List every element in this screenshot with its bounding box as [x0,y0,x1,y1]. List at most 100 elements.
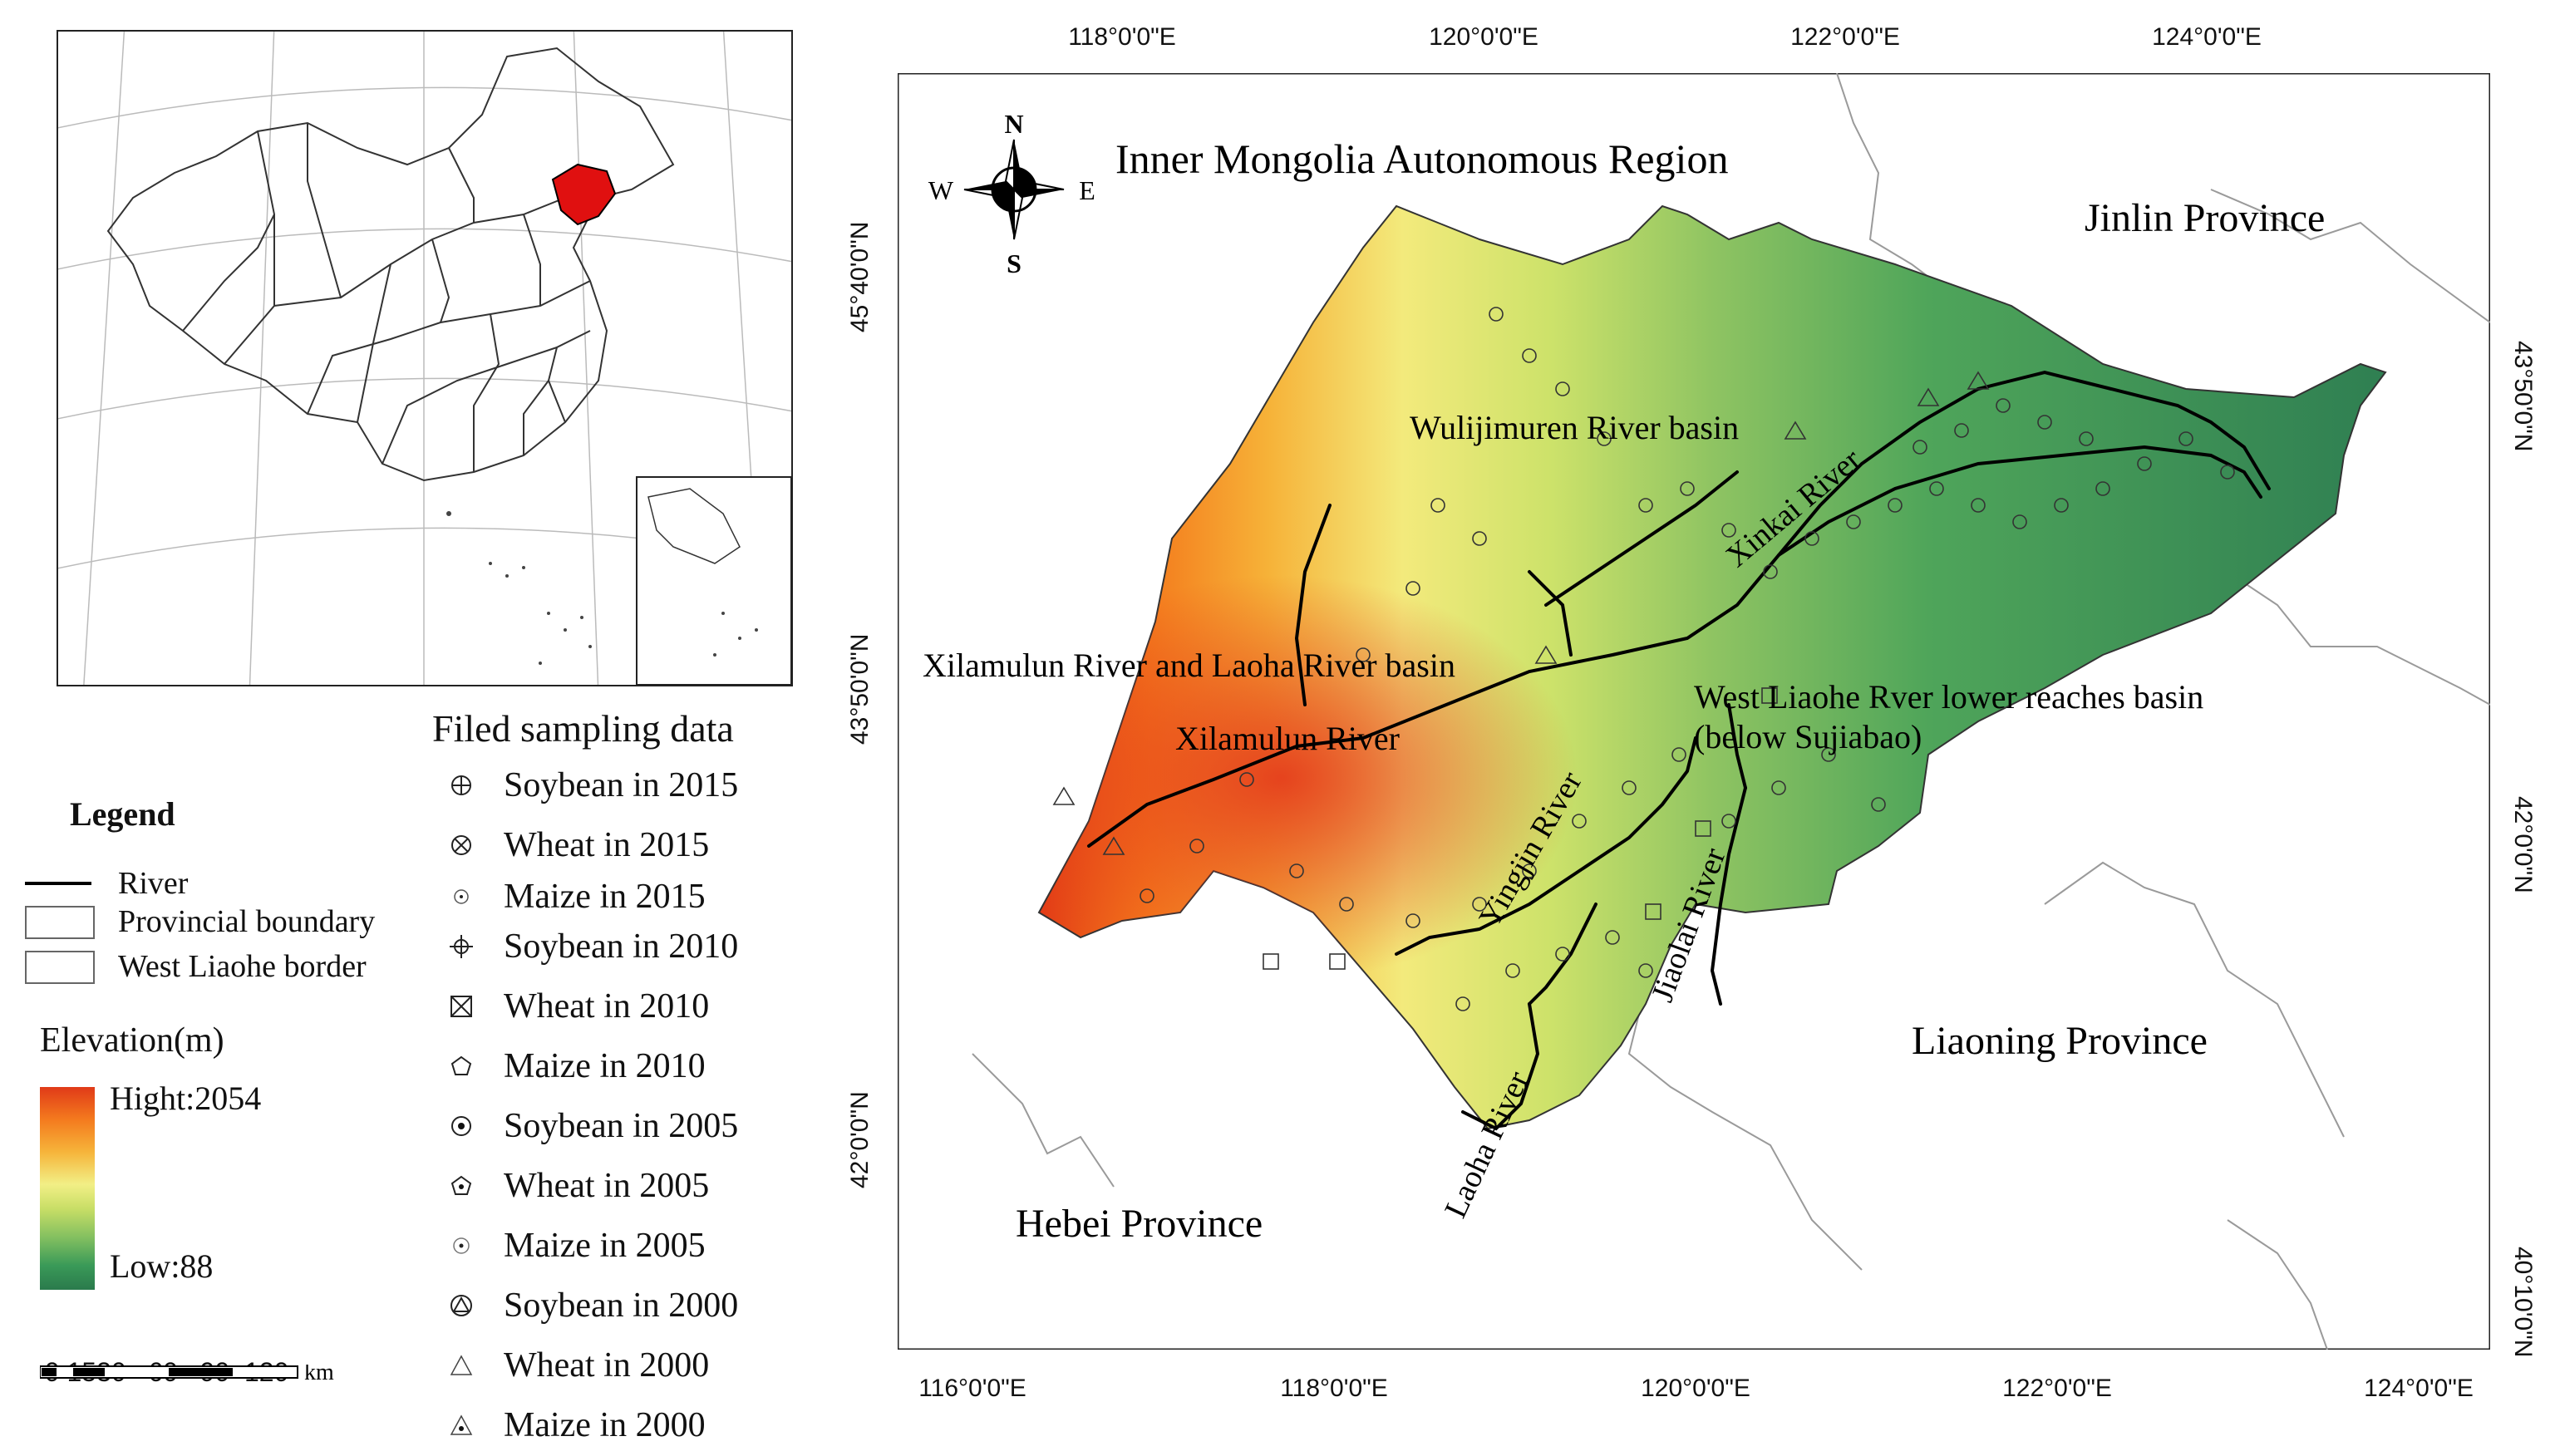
study-area-highlight [551,163,617,226]
compass-s: S [1007,248,1021,278]
sampling-label: Wheat in 2005 [504,1167,710,1205]
elevation-high-label: Hight:2054 [110,1080,262,1117]
sampling-label: Soybean in 2000 [504,1286,739,1325]
tick-bottom: 124°0'0"E [2364,1375,2474,1402]
tick-left: 42°0'0"N [846,1091,874,1188]
scale-bar: km [40,1365,334,1385]
compass-e: E [1079,175,1095,205]
sampling-item: Wheat in 2005 [449,1163,709,1208]
small-circle-dot-icon [453,1237,470,1254]
compass-rose-icon: N S E W [928,109,1095,278]
tick-top: 120°0'0"E [1429,23,1538,51]
tick-right: 42°0'0"N [2509,796,2537,893]
pentagon-dot-icon [450,1175,472,1195]
sampling-item: Maize in 2000 [449,1403,706,1448]
jiaolai-river-line [1710,786,1747,1006]
label-jilin: Jinlin Province [2085,196,2325,240]
southern-highlands-shade [1039,206,2385,1129]
sampling-legend-title: Filed sampling data [432,707,734,750]
compass-w: W [928,175,954,205]
pentagon-icon [450,1055,472,1075]
sampling-item: Maize in 2015 [449,874,706,919]
tick-top: 124°0'0"E [2152,23,2262,51]
sampling-item: Soybean in 2010 [449,924,738,969]
compass-n: N [1004,109,1023,139]
south-sea-inset-frame [636,476,791,685]
elevation-title: Elevation(m) [40,1021,224,1060]
tick-top: 122°0'0"E [1790,23,1900,51]
tick-top: 118°0'0"E [1068,23,1176,51]
sampling-item: Wheat in 2000 [449,1343,709,1388]
laoha-river-line [1461,1002,1540,1131]
tick-left: 43°50'0"N [846,633,874,745]
elevation-color-ramp [40,1087,95,1290]
sampling-label: Maize in 2010 [504,1047,706,1085]
triangle-icon [450,1355,473,1375]
sampling-item: Maize in 2010 [449,1044,706,1089]
tick-bottom: 116°0'0"E [918,1375,1026,1402]
legend-label: River [118,866,189,901]
sampling-item: Wheat in 2010 [449,984,709,1029]
circle-dot-icon [454,889,469,904]
circle-bold-dot-icon [451,1116,471,1136]
provincial-boundary-box-icon [25,906,96,939]
label-xilamulun-river: Xilamulun River [1175,720,1400,757]
main-elevation-map: N S E W Inner Mongolia Autonomous Region… [898,73,2490,1350]
tick-right: 40°10'0"N [2509,1247,2537,1358]
tick-left: 45°40'0"N [846,221,874,332]
sampling-label: Soybean in 2005 [504,1107,739,1145]
graticule [58,32,791,685]
tick-bottom: 120°0'0"E [1641,1375,1750,1402]
river-line-icon [25,868,96,899]
sampling-item: Soybean in 2015 [449,763,738,808]
yingjin-river-line [1395,736,1697,956]
sampling-label: Wheat in 2000 [504,1346,710,1385]
tick-bottom: 122°0'0"E [2002,1375,2112,1402]
circle-plus-icon [451,775,471,795]
xilamulun-river-line [1087,445,2262,848]
inset-locator-map [57,30,793,686]
wulijimuren-river-line [1544,470,1739,607]
legend-item-provincial-boundary: Provincial boundary [25,903,375,941]
legend-title: Legend [70,795,175,833]
elevation-low-label: Low:88 [110,1247,214,1285]
legend-label: Provincial boundary [118,904,376,939]
crosshair-icon [450,935,473,958]
triangle-dot-icon [450,1414,473,1435]
wulijimuren-tributary-line [1528,570,1573,657]
south-china-sea-islands [446,511,592,665]
west-liaohe-border-box-icon [25,951,96,984]
china-outline-map [58,32,791,685]
sampling-points [1052,307,2235,1011]
sampling-label: Maize in 2005 [504,1227,706,1265]
legend-item-river: River [25,864,188,903]
tick-bottom: 118°0'0"E [1280,1375,1388,1402]
china-provinces [106,47,675,482]
circle-triangle-icon [450,1295,472,1316]
label-wulijimuren-basin: Wulijimuren River basin [1410,409,1739,446]
label-hebei: Hebei Province [1016,1202,1263,1246]
sampling-label: Maize in 2000 [504,1406,706,1444]
sampling-item: Soybean in 2000 [449,1283,738,1328]
sampling-item: Soybean in 2005 [449,1104,738,1149]
river-network [1087,370,2271,1131]
xinkai-river-line [1777,370,2271,557]
sampling-item: Maize in 2005 [449,1223,706,1268]
circle-x-icon [451,835,471,855]
sampling-label: Wheat in 2010 [504,987,710,1026]
label-xilamulun-laoha-basin: Xilamulun River and Laoha River basin [923,647,1455,684]
sampling-label: Soybean in 2015 [504,766,739,804]
sampling-label: Wheat in 2015 [504,826,710,864]
label-liaoning: Liaoning Province [1912,1019,2208,1063]
sampling-label: Maize in 2015 [504,878,706,916]
scale-unit: km [304,1365,334,1385]
legend-label: West Liaohe border [118,949,367,984]
upper-tributary-line [1294,504,1332,706]
legend-item-west-liaohe-border: West Liaohe border [25,947,367,986]
sampling-item: Wheat in 2015 [449,823,709,868]
tick-right: 43°50'0"N [2509,341,2537,452]
laoha-tributary-line [1528,903,1597,1006]
provincial-boundaries [972,73,2490,1350]
label-inner-mongolia: Inner Mongolia Autonomous Region [1115,135,1728,182]
label-lower-reaches-basin: West Liaohe Rver lower reaches basin [1694,678,2203,716]
